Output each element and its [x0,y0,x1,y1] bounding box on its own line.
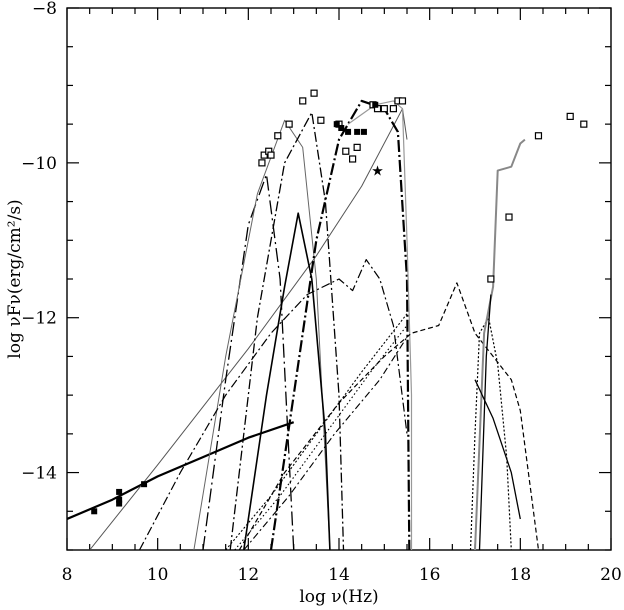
open-square-point [353,143,361,151]
x-axis-label: log ν(Hz) [299,587,378,607]
series-group [67,99,540,550]
x-tick-label: 14 [328,565,350,585]
filled-square-point [345,128,352,135]
star-point: ★ [371,164,384,180]
data-markers: ★ [91,89,588,515]
series-line-13 [243,336,408,550]
open-square-point [258,159,266,167]
open-square-point [380,105,388,113]
open-square-point [317,116,325,124]
y-tick-label: −8 [32,0,57,19]
filled-square-point [141,481,148,488]
open-square-point [299,97,307,105]
filled-square-point [91,508,98,515]
series-line-10 [238,282,540,550]
open-square-point [285,120,293,128]
y-tick-label: −14 [21,464,57,484]
series-line-4 [193,119,331,550]
series-line-14 [469,317,512,550]
open-square-point [342,147,350,155]
open-square-point [267,151,275,159]
open-square-point [398,97,407,105]
x-tick-label: 12 [238,565,260,585]
x-tick-label: 20 [600,565,622,585]
open-square-point [534,132,543,140]
x-tick-label: 8 [62,565,73,585]
series-line-15 [474,138,526,550]
open-square-point [505,213,513,221]
series-line-17 [478,294,492,550]
filled-square-point [116,496,123,503]
filled-square-point [333,121,340,128]
open-square-point [580,120,588,128]
filled-square-point [354,128,361,135]
open-square-point [487,275,495,283]
series-line-2 [89,108,408,550]
filled-square-point [338,125,345,132]
series-line-3 [202,173,295,550]
y-axis-label: log νFν(erg/cm²/s) [5,199,25,358]
y-tick-label: −10 [21,154,57,174]
open-square-point [389,105,397,113]
y-tick-label: −12 [21,309,57,329]
filled-square-point [116,488,123,495]
open-square-point [566,112,574,121]
series-line-1 [67,421,295,521]
x-tick-label: 18 [510,565,532,585]
series-line-9 [138,259,408,550]
series-line-6 [243,212,331,550]
filled-square-point [372,101,379,108]
open-square-point [260,151,268,159]
series-line-7 [269,99,411,550]
open-square-point [274,132,282,140]
filled-square-point [360,128,367,135]
open-square-point [349,155,357,163]
x-tick-label: 10 [147,565,169,585]
series-line-11 [225,313,408,550]
open-square-point [310,89,318,97]
filled-square-point [116,500,123,507]
series-line-16 [474,379,521,520]
x-tick-label: 16 [419,565,441,585]
tick-labels: 8 10 12 14 16 18 20 −14 −12 −10 −8 [21,0,622,585]
series-layer [67,99,540,550]
